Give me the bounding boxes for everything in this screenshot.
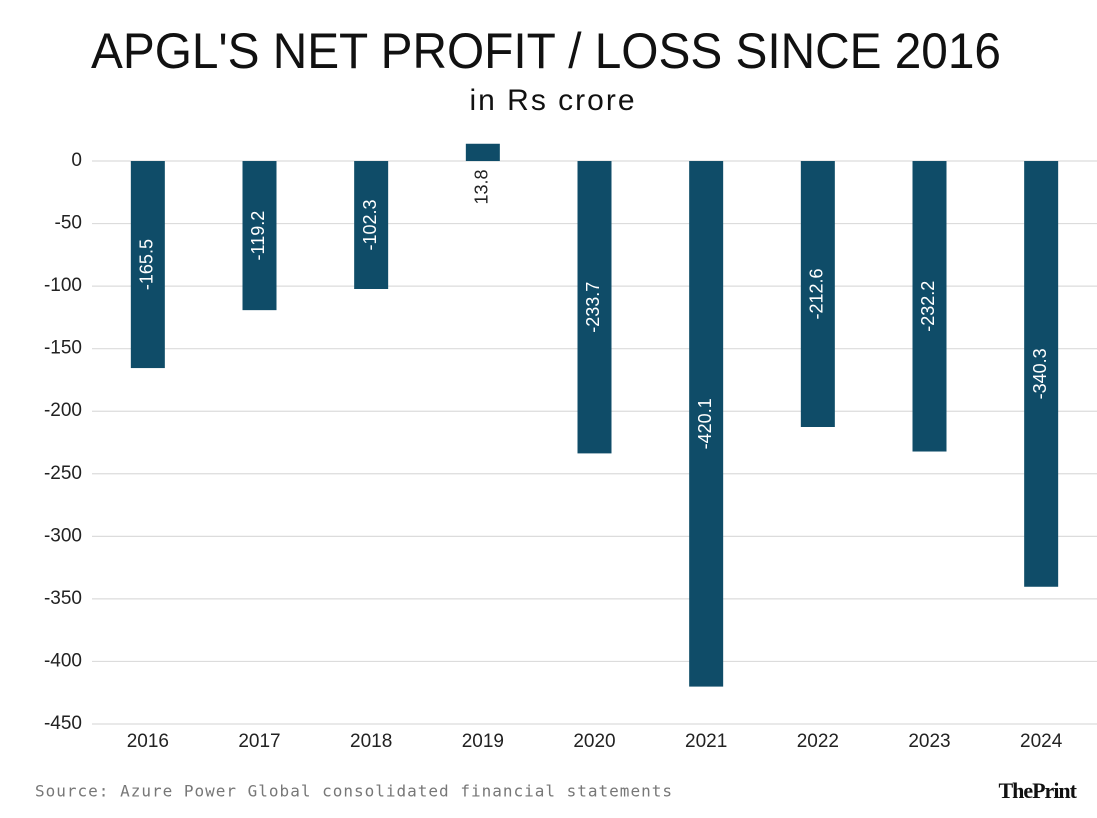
chart-subtitle: in Rs crore bbox=[469, 84, 636, 117]
bar bbox=[354, 161, 389, 290]
value-label: -232.2 bbox=[918, 281, 938, 332]
x-tick-label: 2019 bbox=[462, 731, 504, 752]
value-label: -233.7 bbox=[583, 282, 603, 333]
x-tick-label: 2017 bbox=[238, 731, 280, 752]
x-tick-label: 2023 bbox=[908, 731, 950, 752]
bar bbox=[800, 161, 835, 427]
y-tick-label: -150 bbox=[44, 338, 82, 359]
y-tick-label: -200 bbox=[44, 400, 82, 421]
y-tick-label: -350 bbox=[44, 588, 82, 609]
chart-title: APGL'S NET PROFIT / LOSS SINCE 2016 bbox=[91, 23, 1001, 79]
value-label: 13.8 bbox=[472, 169, 492, 204]
brand-logo: ThePrint bbox=[998, 778, 1077, 803]
bar bbox=[130, 161, 165, 369]
x-tick-label: 2020 bbox=[573, 731, 615, 752]
y-tick-label: -100 bbox=[44, 275, 82, 296]
y-tick-label: -300 bbox=[44, 525, 82, 546]
value-label: -420.1 bbox=[695, 398, 715, 449]
y-tick-label: -450 bbox=[44, 713, 82, 734]
bar bbox=[689, 161, 724, 687]
x-tick-label: 2021 bbox=[685, 731, 727, 752]
y-tick-label: 0 bbox=[71, 150, 82, 171]
bar bbox=[912, 161, 947, 452]
value-label: -212.6 bbox=[807, 268, 827, 319]
x-tick-label: 2022 bbox=[797, 731, 839, 752]
y-tick-label: -50 bbox=[55, 213, 82, 234]
value-label: -165.5 bbox=[137, 239, 157, 290]
value-label: -340.3 bbox=[1030, 348, 1050, 399]
bar bbox=[242, 161, 277, 311]
y-tick-label: -400 bbox=[44, 650, 82, 671]
bar bbox=[465, 143, 500, 162]
bar bbox=[577, 161, 612, 454]
value-label: -102.3 bbox=[360, 199, 380, 250]
x-tick-label: 2018 bbox=[350, 731, 392, 752]
x-tick-label: 2016 bbox=[127, 731, 169, 752]
x-tick-label: 2024 bbox=[1020, 731, 1063, 752]
value-label: -119.2 bbox=[248, 211, 268, 261]
bar bbox=[1024, 161, 1059, 587]
y-tick-label: -250 bbox=[44, 463, 82, 484]
source-note: Source: Azure Power Global consolidated … bbox=[35, 782, 673, 801]
